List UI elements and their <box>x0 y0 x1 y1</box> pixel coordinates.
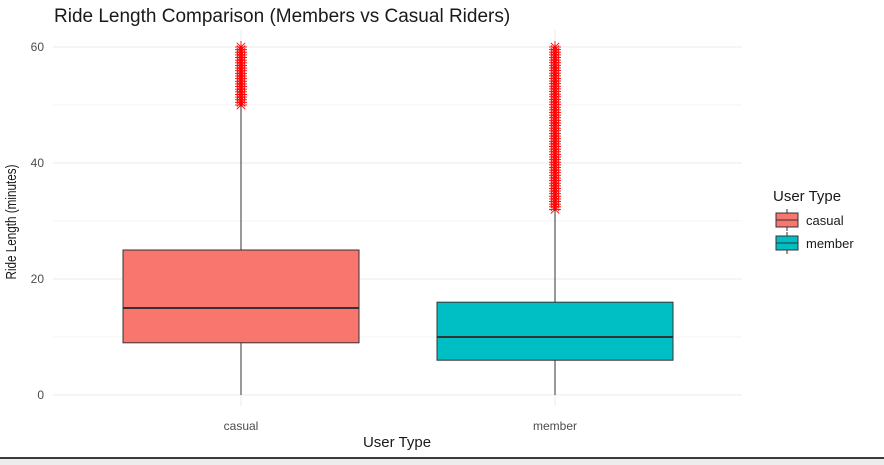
legend-label: casual <box>806 213 844 228</box>
x-axis-ticks: casual member <box>224 419 577 433</box>
y-axis-title: Ride Length (minutes) <box>3 164 20 279</box>
outlier-point <box>235 41 247 53</box>
box-casual <box>122 41 360 395</box>
x-tick-label: member <box>533 419 577 433</box>
box-rect <box>436 301 674 361</box>
outliers-casual <box>235 41 247 111</box>
boxes <box>122 41 674 395</box>
x-tick-label: casual <box>224 419 259 433</box>
legend-item-casual: casual <box>775 209 844 231</box>
y-tick-label: 60 <box>31 40 45 54</box>
bottom-border <box>0 457 884 465</box>
legend-label: member <box>806 236 854 251</box>
y-tick-label: 0 <box>37 388 44 402</box>
legend-title: User Type <box>773 188 841 205</box>
outlier-point <box>549 41 561 53</box>
box-member <box>436 41 674 395</box>
box-rect <box>122 249 360 344</box>
y-tick-label: 40 <box>31 156 45 170</box>
x-axis-title: User Type <box>363 434 431 451</box>
y-axis-ticks: 0 20 40 60 <box>31 40 45 402</box>
chart-title: Ride Length Comparison (Members vs Casua… <box>54 6 510 27</box>
legend-item-member: member <box>775 232 854 254</box>
outliers-member <box>549 41 561 216</box>
legend: casual member <box>775 209 854 254</box>
y-tick-label: 20 <box>31 272 45 286</box>
